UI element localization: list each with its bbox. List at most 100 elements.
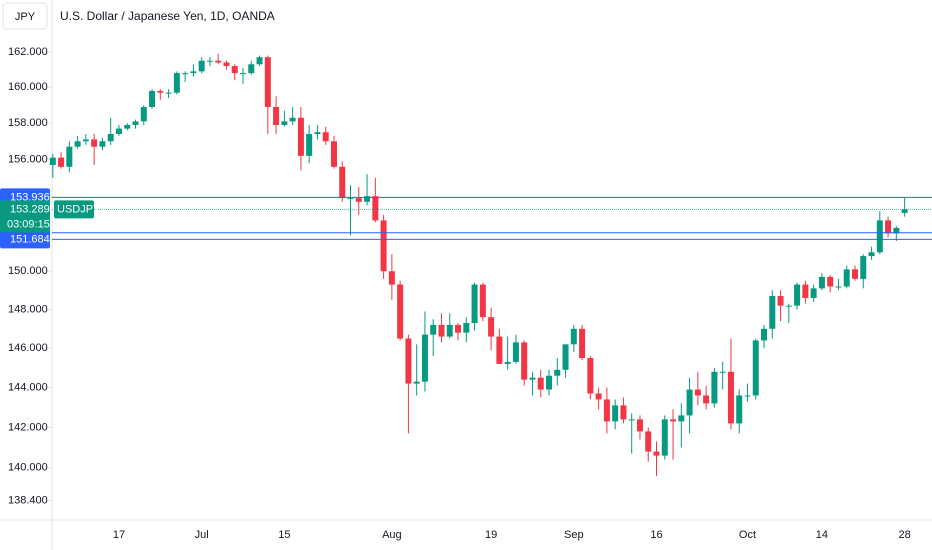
y-tick-label: 144.000 xyxy=(8,381,48,393)
y-tick-label: 146.000 xyxy=(8,342,48,354)
y-tick-label: 158.000 xyxy=(8,117,48,129)
candle-body xyxy=(455,324,462,333)
x-tick-label: 17 xyxy=(113,529,125,541)
candle-body xyxy=(711,371,718,404)
candle-body xyxy=(322,132,329,142)
candle-body xyxy=(438,324,445,337)
x-tick-label: 28 xyxy=(898,529,910,541)
candle-body xyxy=(868,252,875,257)
candle-body xyxy=(248,64,255,74)
candle-body xyxy=(240,73,247,75)
candle-body xyxy=(405,338,412,384)
candle-body xyxy=(397,284,404,339)
candle-body xyxy=(206,60,213,62)
candle-body xyxy=(636,419,643,432)
candle-body xyxy=(818,276,825,289)
candle-body xyxy=(851,269,858,279)
candle-body xyxy=(810,288,817,298)
candle-body xyxy=(546,375,552,390)
candle-body xyxy=(107,134,114,142)
candle-body xyxy=(314,132,321,135)
candle-body xyxy=(479,284,486,318)
candle-body xyxy=(603,399,610,422)
candle-body xyxy=(446,324,453,337)
candle-body xyxy=(157,90,164,93)
candle-body xyxy=(74,141,81,147)
candle-body xyxy=(264,57,271,107)
candle-body xyxy=(595,393,602,400)
last-price-label: 153.289 xyxy=(10,203,50,215)
candle-body xyxy=(587,358,594,394)
countdown: 03:09:15 xyxy=(7,218,50,230)
candle-body xyxy=(901,209,908,213)
candle-body xyxy=(281,121,288,125)
candle-body xyxy=(91,139,98,147)
currency-button[interactable] xyxy=(2,2,48,30)
candle-body xyxy=(388,271,395,285)
candle-body xyxy=(421,334,428,382)
candle-body xyxy=(761,328,768,341)
y-tick-label: 156.000 xyxy=(8,153,48,165)
x-tick-label: Sep xyxy=(564,529,584,541)
x-tick-label: 19 xyxy=(485,529,497,541)
candle-body xyxy=(744,395,751,397)
y-tick-label: 162.000 xyxy=(8,46,48,58)
price-line-label-bg xyxy=(0,230,50,249)
candle-body xyxy=(182,73,189,75)
x-tick-label: 16 xyxy=(650,529,662,541)
candle-body xyxy=(256,57,263,65)
candle-body xyxy=(413,381,420,384)
candle-body xyxy=(521,342,528,380)
candle-body xyxy=(355,198,362,202)
chart-title: U.S. Dollar / Japanese Yen, 1D, OANDA xyxy=(60,9,275,23)
candle-body xyxy=(198,60,205,72)
x-tick-label: 15 xyxy=(278,529,290,541)
candle-body xyxy=(612,405,619,422)
candle-body xyxy=(82,139,89,142)
candle-body xyxy=(876,220,883,253)
candle-body xyxy=(140,106,147,122)
candle-body xyxy=(364,196,371,202)
candle-body xyxy=(99,141,106,147)
candle-body xyxy=(488,317,495,337)
x-tick-label: Jul xyxy=(195,529,209,541)
candle-body xyxy=(223,62,230,67)
candle-body xyxy=(58,157,65,167)
candle-body xyxy=(297,117,304,156)
x-tick-label: Aug xyxy=(382,529,402,541)
symbol-label: USDJPY xyxy=(57,203,101,215)
candle-body xyxy=(752,340,759,396)
candle-body xyxy=(885,220,892,234)
candle-body xyxy=(165,92,172,94)
y-tick-label: 138.400 xyxy=(8,494,48,506)
candle-body xyxy=(727,371,734,424)
candle-body xyxy=(463,322,470,333)
candle-body xyxy=(66,146,73,167)
candle-body xyxy=(843,269,850,287)
candle-body xyxy=(330,141,337,167)
candle-body xyxy=(49,157,56,165)
price-line-label: 153.936 xyxy=(10,191,50,203)
candle-body xyxy=(835,286,842,288)
candle-body xyxy=(554,369,561,376)
candle-body xyxy=(802,284,809,298)
price-line-label: 151.684 xyxy=(10,233,50,245)
y-tick-label: 150.000 xyxy=(8,265,48,277)
candle-body xyxy=(215,60,222,63)
currency[interactable]: JPY xyxy=(15,11,36,23)
candle-body xyxy=(149,90,156,107)
candle-body xyxy=(115,128,122,135)
candle-body xyxy=(273,106,280,125)
candle-body xyxy=(860,256,867,279)
candle-body xyxy=(372,196,379,221)
y-tick-label: 148.000 xyxy=(8,303,48,315)
candle-body xyxy=(653,451,660,456)
candle-body xyxy=(537,377,544,390)
candle-body xyxy=(769,296,776,329)
candle-body xyxy=(347,198,354,200)
candle-body xyxy=(703,395,710,404)
candle-body xyxy=(132,121,139,125)
candle-body xyxy=(628,419,635,421)
